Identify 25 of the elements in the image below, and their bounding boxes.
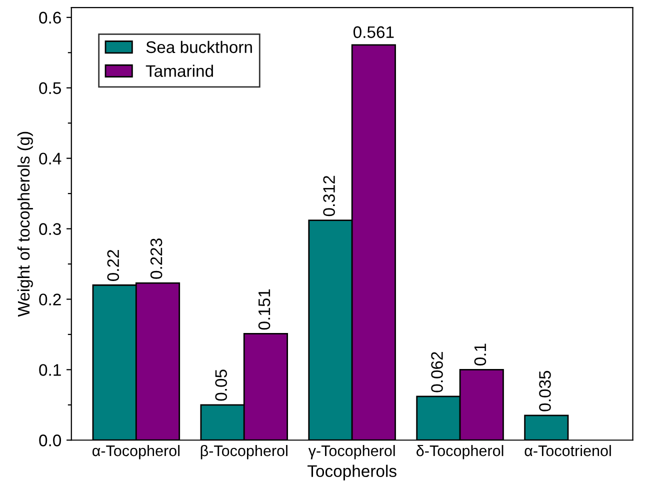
data-label: 0.035: [539, 370, 551, 412]
y-axis-title: Weight of tocopherols (g): [17, 132, 33, 317]
data-label: 0.223: [150, 238, 162, 279]
x-tick-label: γ-Tocopherol: [308, 444, 395, 460]
legend-label: Tamarind: [146, 64, 213, 77]
y-tick-label: 0.5: [39, 82, 61, 94]
data-label: 0.151: [258, 289, 270, 330]
legend-label: Sea buckthorn: [146, 40, 252, 54]
data-label: 0.1: [474, 344, 486, 366]
y-tick-label: 0.1: [39, 364, 61, 376]
y-tick-label: 0.2: [39, 294, 61, 306]
x-tick-label: α-Tocopherol: [92, 444, 180, 460]
data-label: 0.22: [107, 250, 120, 281]
x-axis-title: Tocopherols: [308, 464, 396, 480]
data-label: 0.561: [353, 26, 394, 38]
y-tick-label: 0.0: [39, 434, 62, 446]
data-label: 0.05: [215, 370, 228, 401]
y-tick-label: 0.6: [39, 12, 61, 24]
data-label: 0.062: [431, 352, 443, 392]
y-tick-label: 0.4: [39, 152, 62, 165]
x-tick-label: α-Tocotrienol: [524, 444, 611, 456]
data-label: 0.312: [323, 176, 335, 216]
x-tick-label: β-Tocopherol: [200, 444, 288, 460]
x-tick-label: δ-Tocopherol: [416, 444, 504, 460]
y-tick-label: 0.3: [39, 223, 61, 235]
